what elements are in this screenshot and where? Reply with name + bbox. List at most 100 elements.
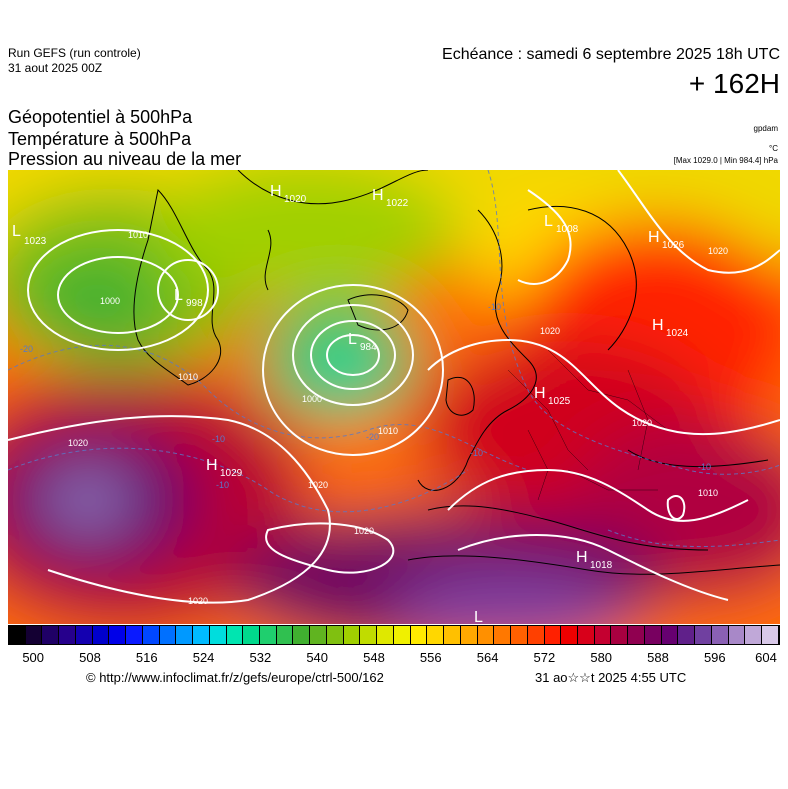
isobar-label: 1010 <box>128 230 148 240</box>
colorbar-tick-label: 604 <box>755 650 777 665</box>
isobar-label: 1010 <box>698 488 718 498</box>
colorbar-cell <box>561 626 578 644</box>
generation-timestamp: 31 ao☆☆t 2025 4:55 UTC <box>535 670 687 685</box>
colorbar-cell <box>678 626 696 644</box>
colorbar-cell <box>728 626 746 644</box>
run-date: 31 aout 2025 00Z <box>8 61 103 75</box>
pressure-center-value: 1025 <box>548 396 571 407</box>
pressure-center-value: 1022 <box>386 198 409 209</box>
colorbar-cell <box>142 626 160 644</box>
colorbar-tick-label: 556 <box>419 650 442 665</box>
pressure-center: H <box>270 183 282 200</box>
isobar-label: 1020 <box>708 246 728 256</box>
colorbar-cell <box>126 626 143 644</box>
colorbar-cell <box>377 626 394 644</box>
colorbar-cell <box>209 626 227 644</box>
valid-time: Echéance : samedi 6 septembre 2025 18h U… <box>442 46 780 63</box>
colorbar-tick-label: 596 <box>703 650 726 665</box>
colorbar-cell <box>75 626 93 644</box>
pressure-center-value: 1018 <box>590 560 613 571</box>
colorbar-cell <box>159 626 177 644</box>
isobar-label: 1020 <box>188 596 208 606</box>
pressure-centers: L 1023 H 1020 H 1022 L 1008 H 1026 H 102… <box>12 183 689 624</box>
field-title-pressure: Pression au niveau de la mer <box>8 149 242 169</box>
coastlines <box>133 170 780 575</box>
pressure-center: H <box>372 187 384 204</box>
colorbar-cell <box>343 626 361 644</box>
pressure-center: H <box>206 457 218 474</box>
isotherm-label: -10 <box>212 434 225 444</box>
colorbar-cell <box>762 626 779 644</box>
colorbar-cell <box>745 626 763 644</box>
colorbar-cell <box>444 626 461 644</box>
colorbar-cell <box>310 626 327 644</box>
colorbar-cell <box>494 626 512 644</box>
colorbar-cell <box>25 626 43 644</box>
pressure-center-value: 1020 <box>284 194 307 205</box>
pressure-center: L <box>12 223 21 240</box>
colorbar-cell <box>109 626 127 644</box>
colorbar <box>8 625 780 645</box>
colorbar-cell <box>611 626 629 644</box>
run-name: Run GEFS (run controle) <box>8 46 141 60</box>
colorbar-cell <box>326 626 344 644</box>
colorbar-cell <box>511 626 528 644</box>
colorbar-tick-label: 516 <box>135 650 158 665</box>
pressure-center-value: 1024 <box>666 328 689 339</box>
colorbar-tick-label: 500 <box>22 650 45 665</box>
colorbar-tick-label: 508 <box>79 650 101 665</box>
colorbar-cell <box>661 626 679 644</box>
forecast-lead: + 162H <box>688 68 780 99</box>
pressure-center-value: 998 <box>186 298 203 309</box>
isotherm-label: -20 <box>20 344 33 354</box>
colorbar-cell <box>92 626 110 644</box>
colorbar-tick-label: 532 <box>249 650 272 665</box>
isobar-label: 1020 <box>632 418 652 428</box>
colorbar-cell <box>59 626 76 644</box>
colorbar-tick-label: 540 <box>306 650 329 665</box>
colorbar-tick-label: 572 <box>533 650 556 665</box>
pressure-range: [Max 1029.0 | Min 984.4] hPa <box>673 156 778 165</box>
unit-temperature: °C <box>769 144 778 153</box>
colorbar-tick-label: 524 <box>192 650 215 665</box>
colorbar-cell <box>628 626 645 644</box>
isobar-label: 1000 <box>100 296 120 306</box>
colorbar-cell <box>276 626 294 644</box>
pressure-center: H <box>534 385 546 402</box>
pressure-center: H <box>576 549 588 566</box>
isobars <box>8 170 780 604</box>
source-credit: © http://www.infoclimat.fr/z/gefs/europe… <box>86 670 384 685</box>
weather-map: L 1023 H 1020 H 1022 L 1008 H 1026 H 102… <box>8 170 780 624</box>
colorbar-ticks: 500 508 516 524 532 540 548 556 564 572 580 588 596 6… <box>8 650 780 668</box>
isobar-labels: 1010 1000 1010 1020 1020 1000 1010 1020 … <box>68 230 728 606</box>
field-title-temperature: Température à 500hPa <box>8 129 192 149</box>
pressure-center-value: 1026 <box>662 240 685 251</box>
colorbar-cell <box>594 626 612 644</box>
colorbar-cell <box>527 626 545 644</box>
pressure-center: H <box>652 317 664 334</box>
colorbar-cell <box>176 626 194 644</box>
pressure-center: H <box>648 229 660 246</box>
colorbar-tick-label: 580 <box>590 650 613 665</box>
isobar-label: 1020 <box>68 438 88 448</box>
colorbar-cell <box>427 626 445 644</box>
isobar-label: 1010 <box>378 426 398 436</box>
colorbar-cell <box>477 626 495 644</box>
colorbar-cell <box>644 626 662 644</box>
colorbar-cell <box>260 626 277 644</box>
colorbar-cell <box>42 626 60 644</box>
pressure-center-value: 1023 <box>24 236 47 247</box>
isotherm-label: -10 <box>216 480 229 490</box>
colorbar-tick-label: 588 <box>647 650 669 665</box>
isobar-label: 1000 <box>302 394 322 404</box>
colorbar-cell <box>9 626 26 644</box>
colorbar-cell <box>577 626 595 644</box>
isobar-label: 1020 <box>308 480 328 490</box>
isotherm-label: -10 <box>470 448 483 458</box>
pressure-center-value: 984 <box>360 342 377 353</box>
pressure-center: L <box>544 213 553 230</box>
colorbar-tick-label: 564 <box>476 650 499 665</box>
colorbar-cell <box>410 626 428 644</box>
colorbar-cell <box>193 626 210 644</box>
isotherm-label: -10 <box>698 462 711 472</box>
